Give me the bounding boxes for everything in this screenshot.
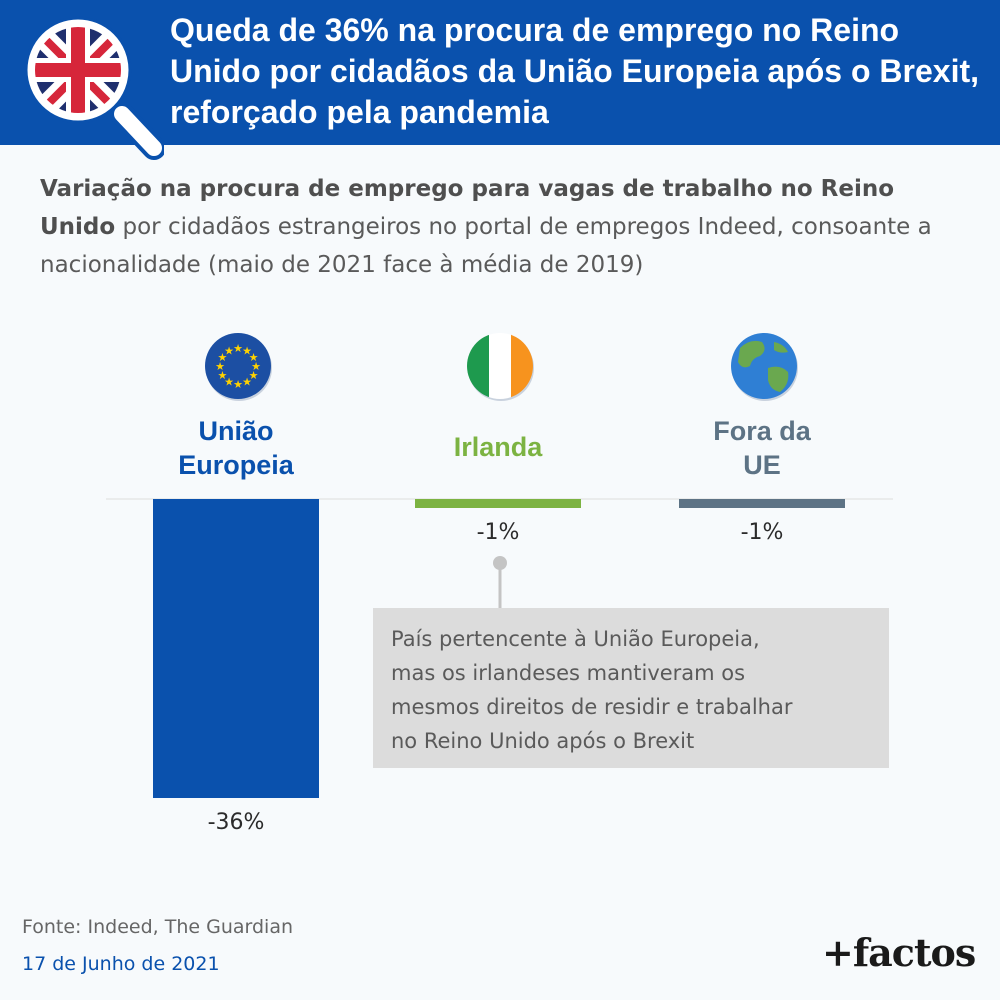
stripe-orange — [511, 333, 533, 399]
eu-star: ★ — [249, 369, 259, 382]
value-label: -36% — [208, 810, 265, 835]
page-title: Queda de 36% na procura de emprego no Re… — [170, 12, 980, 130]
bar-2 — [415, 499, 581, 508]
eu-star: ★ — [249, 351, 259, 364]
category-label: Fora da UE — [713, 416, 812, 480]
category-label-line: UE — [743, 450, 781, 480]
globe-land — [768, 366, 789, 392]
ireland-flag-icon — [467, 333, 534, 401]
category-label-line: União — [198, 416, 273, 446]
value-label: -1% — [477, 520, 520, 545]
value-label: -1% — [741, 520, 784, 545]
stripe-white — [489, 333, 511, 399]
globe-ocean — [731, 333, 797, 399]
annotation-box: País pertencente à União Europeia, mas o… — [373, 608, 889, 768]
bar-3 — [679, 499, 845, 508]
eu-star: ★ — [224, 344, 234, 357]
eu-star: ★ — [233, 342, 243, 355]
subtitle-rest: por cidadãos estrangeiros no portal de e… — [40, 214, 932, 278]
source-text: Fonte: Indeed, The Guardian — [22, 916, 294, 938]
eu-star: ★ — [215, 360, 225, 373]
annotation-line: no Reino Unido após o Brexit — [391, 729, 695, 753]
chart-subtitle: Variação na procura de emprego para vaga… — [40, 170, 970, 284]
annotation-connector-dot — [493, 556, 507, 570]
bar-1 — [153, 499, 319, 798]
eu-star: ★ — [217, 369, 227, 382]
eu-star: ★ — [233, 378, 243, 391]
eu-star: ★ — [242, 376, 252, 389]
category-label: União Europeia — [178, 416, 295, 480]
eu-flag-disc — [205, 333, 271, 399]
eu-star: ★ — [217, 351, 227, 364]
date-text: 17 de Junho de 2021 — [22, 953, 220, 975]
category-label-line: Europeia — [178, 450, 295, 480]
bar-chart: ★ ★★★★★★★★★★★União Europeia-36%Irlanda-1%F… — [106, 333, 893, 835]
category-label: Irlanda — [454, 432, 544, 462]
ireland-flag-stripes — [467, 333, 533, 399]
category-label-line: Fora da — [713, 416, 812, 446]
eu-star: ★ — [224, 376, 234, 389]
category-label-line: Irlanda — [454, 432, 544, 462]
header-banner: Queda de 36% na procura de emprego no Re… — [0, 0, 1000, 160]
annotation-line: País pertencente à União Europeia, — [391, 627, 760, 651]
eu-star: ★ — [251, 360, 261, 373]
globe-icon — [731, 333, 798, 401]
annotation-line: mesmos direitos de residir e trabalhar — [391, 695, 793, 719]
eu-star: ★ — [242, 344, 252, 357]
eu-flag-icon: ★ ★★★★★★★★★★★ — [205, 333, 272, 401]
globe-land — [774, 342, 788, 353]
brand-logo: +factos — [822, 930, 976, 975]
uk-flag-magnifier-icon — [24, 16, 164, 160]
globe-land — [738, 340, 765, 368]
stripe-green — [467, 333, 489, 399]
subtitle-bold: Variação na procura de emprego para vaga… — [40, 176, 895, 240]
annotation-line: mas os irlandeses mantiveram os — [391, 661, 746, 685]
